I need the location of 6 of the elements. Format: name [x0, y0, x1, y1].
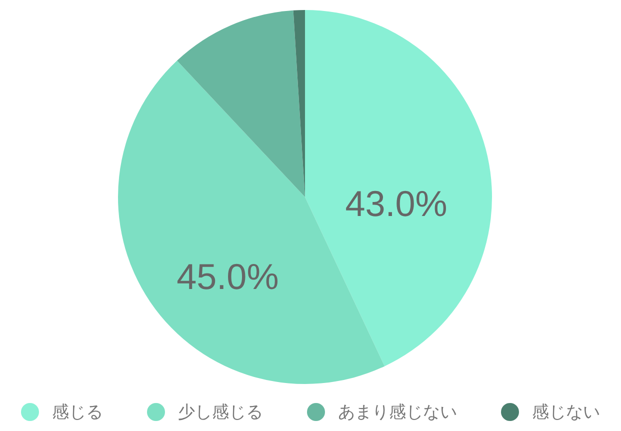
- legend-label: 感じない: [532, 402, 600, 422]
- legend-label: 感じる: [52, 402, 103, 422]
- legend-label: 少し感じる: [178, 402, 263, 422]
- legend-label: あまり感じない: [338, 402, 457, 422]
- data-label: 45.0%: [176, 256, 279, 298]
- data-label: 43.0%: [345, 183, 448, 224]
